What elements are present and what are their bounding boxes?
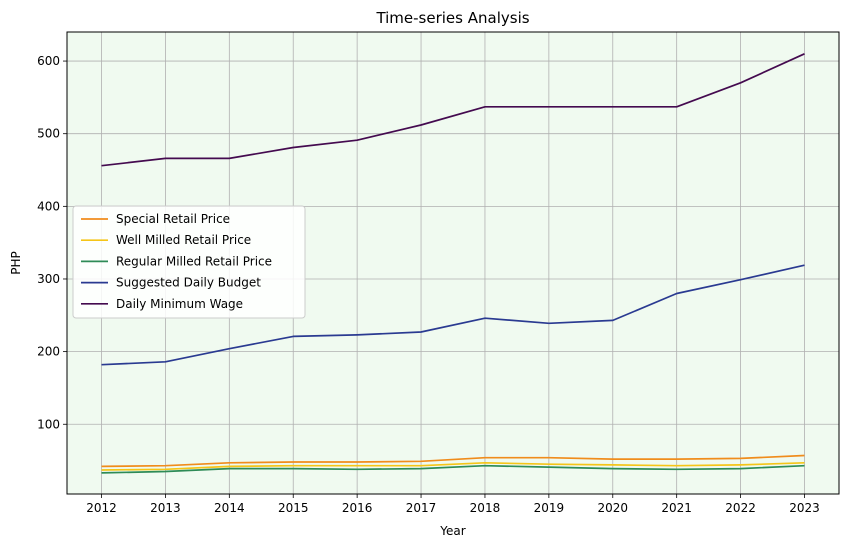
x-tick-label: 2016 — [342, 501, 373, 515]
legend-box — [72, 205, 306, 319]
series-line — [101, 461, 805, 471]
y-tick-label: 200 — [37, 345, 60, 359]
x-tick-label: 2020 — [597, 501, 628, 515]
x-tick-label: 2017 — [406, 501, 437, 515]
legend-label: Well Milled Retail Price — [116, 233, 251, 247]
x-axis-label: Year — [439, 524, 465, 538]
series-line — [101, 53, 805, 167]
y-axis-ticks: 100 200 300 400 500 600 — [37, 54, 67, 431]
legend-label: Regular Milled Retail Price — [116, 254, 272, 268]
x-tick-label: 2019 — [534, 501, 565, 515]
y-tick-label: 400 — [37, 199, 60, 213]
x-tick-label: 2023 — [789, 501, 820, 515]
x-tick-label: 2021 — [661, 501, 692, 515]
x-tick-label: 2015 — [278, 501, 309, 515]
legend-label: Daily Minimum Wage — [116, 297, 243, 311]
legend-label: Suggested Daily Budget — [116, 276, 261, 290]
legend-label: Special Retail Price — [116, 212, 230, 226]
chart-title: Time-series Analysis — [375, 9, 529, 27]
x-tick-label: 2012 — [86, 501, 117, 515]
x-tick-label: 2013 — [150, 501, 181, 515]
legend: Special Retail Price Well Milled Retail P… — [72, 205, 306, 319]
x-axis-ticks: 2012 2013 2014 2015 2016 2017 2018 2019 2020 2021… — [86, 494, 820, 515]
y-tick-label: 100 — [37, 417, 60, 431]
y-tick-label: 500 — [37, 127, 60, 141]
series-line — [101, 454, 805, 468]
y-tick-label: 600 — [37, 54, 60, 68]
y-tick-label: 300 — [37, 272, 60, 286]
plot-frame — [66, 31, 840, 495]
x-tick-label: 2018 — [470, 501, 501, 515]
x-tick-label: 2022 — [725, 501, 756, 515]
x-tick-label: 2014 — [214, 501, 245, 515]
series-line — [101, 264, 805, 366]
y-axis-label: PHP — [9, 251, 23, 275]
series-line — [101, 464, 805, 474]
series-lines — [101, 53, 805, 474]
